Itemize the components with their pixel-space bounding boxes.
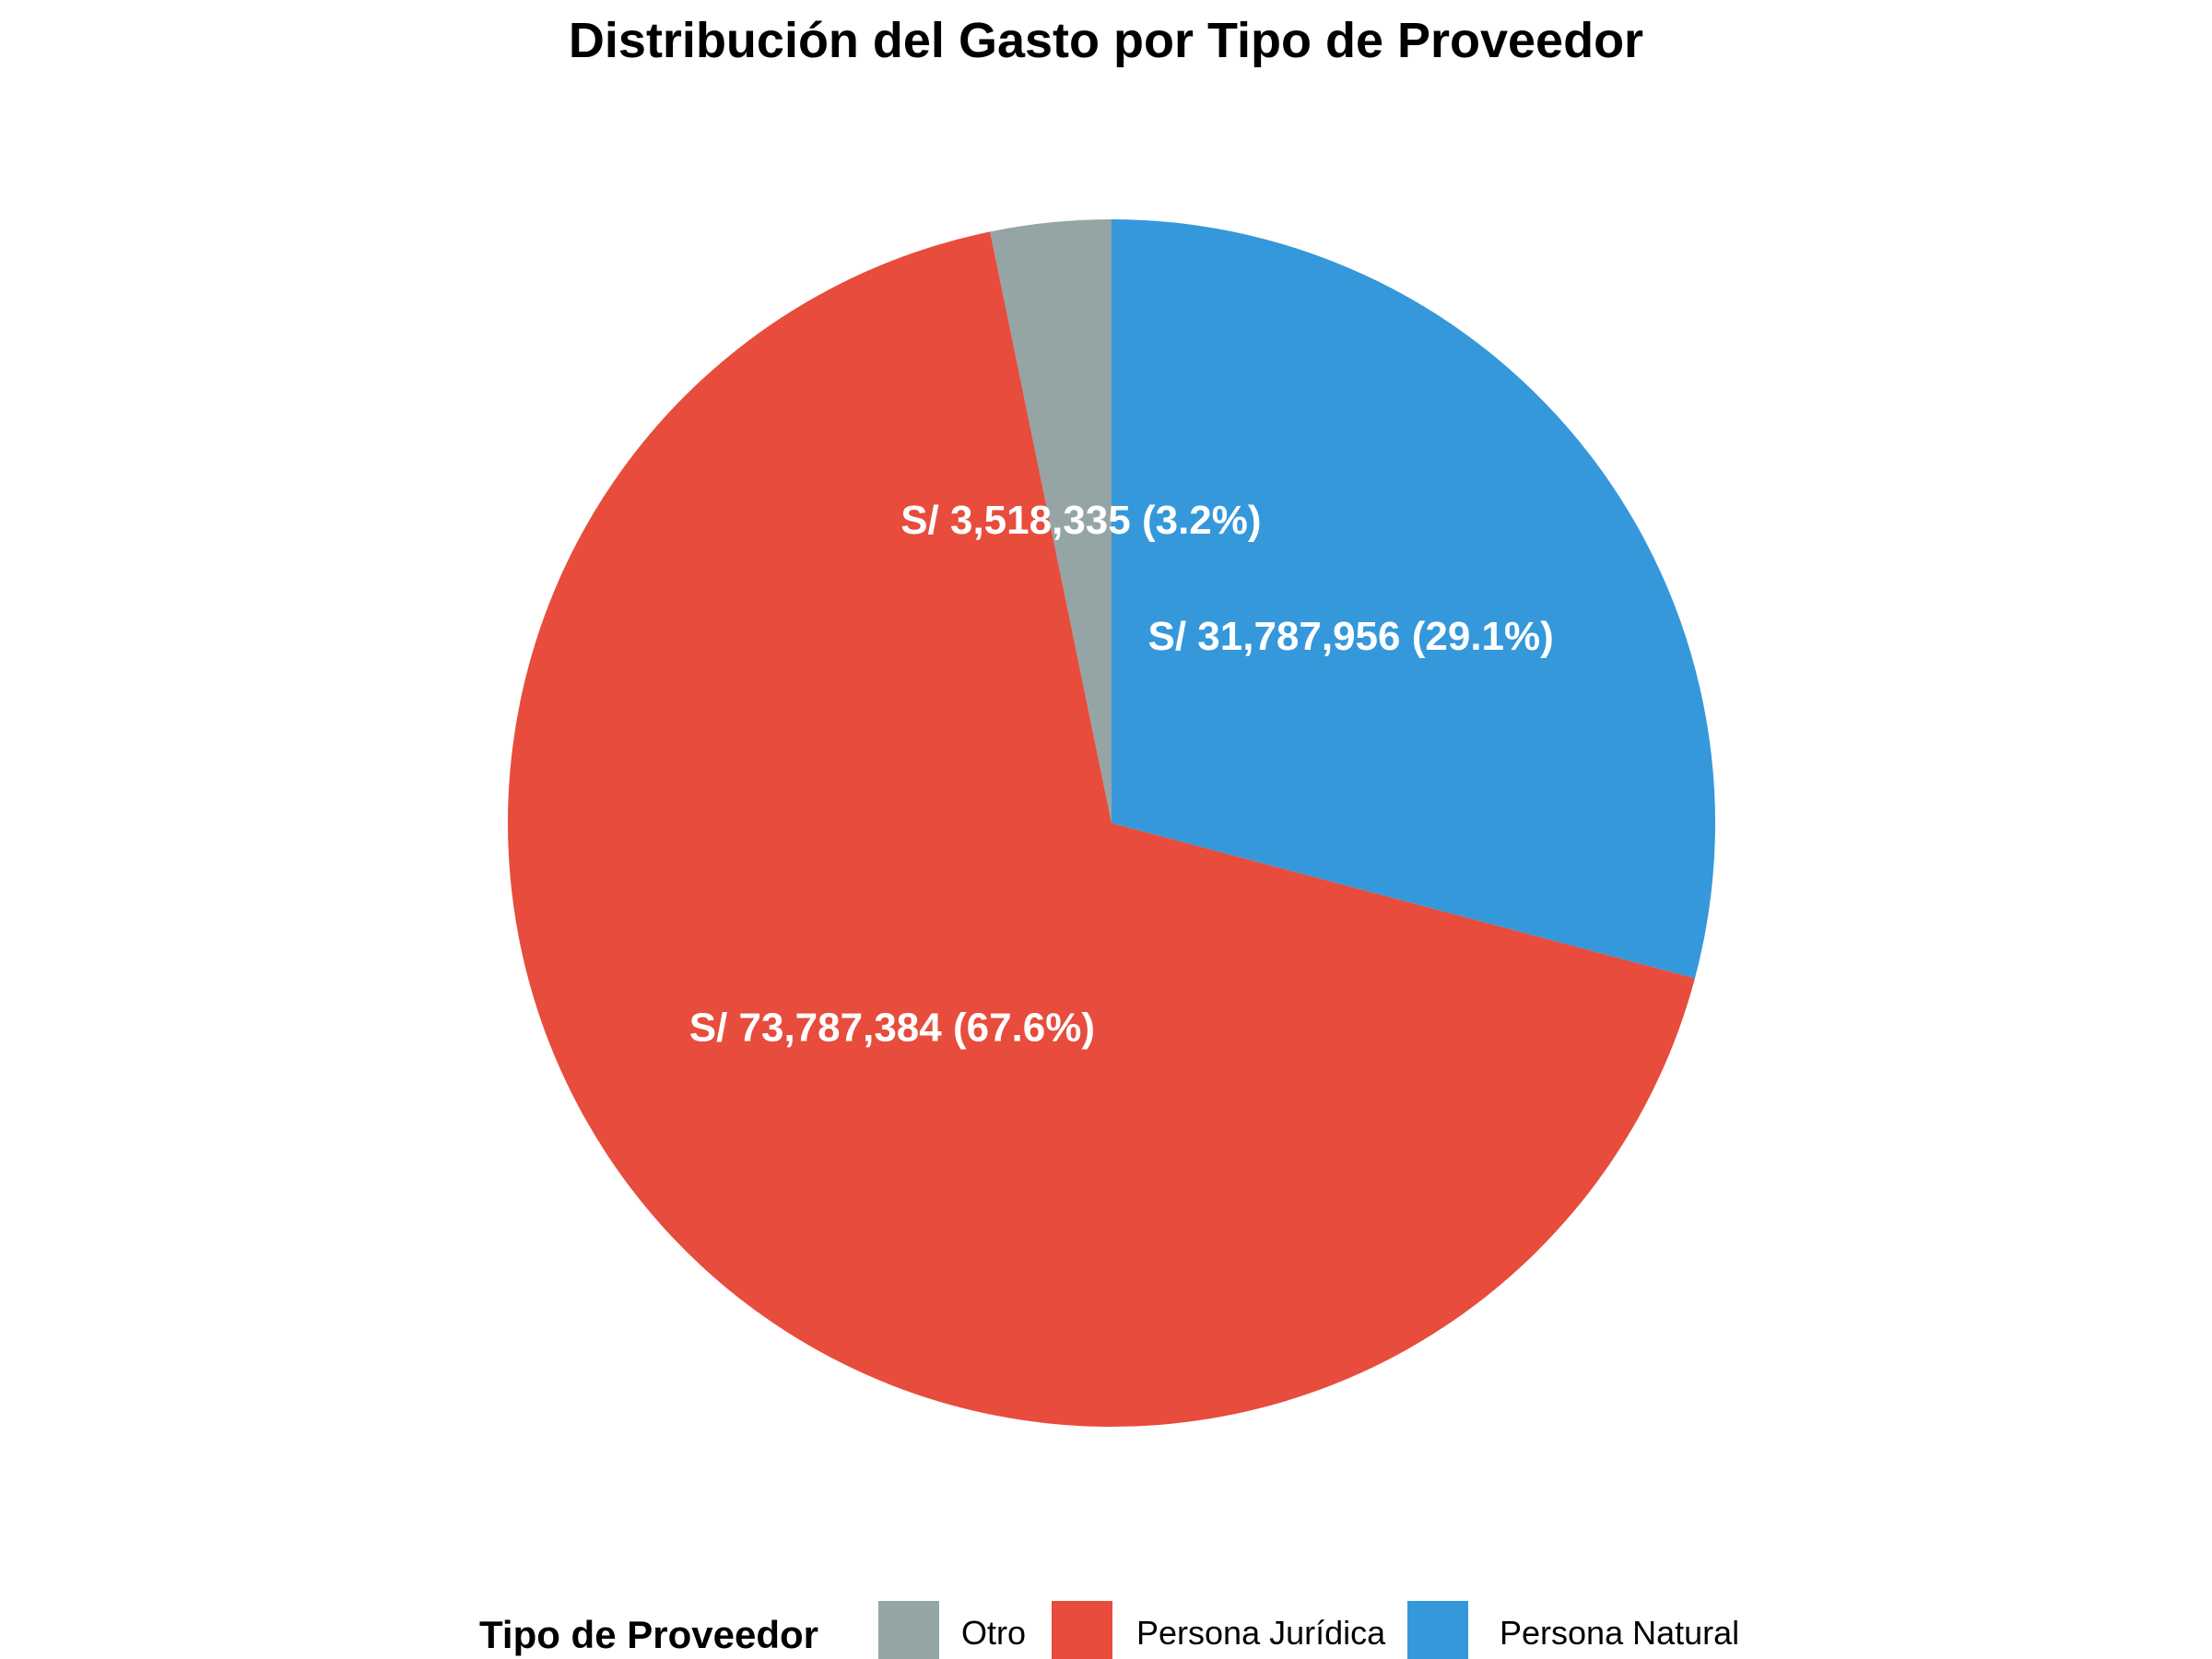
slice-labels: S/ 3,518,335 (3.2%) S/ 73,787,384 (67.6%)… — [689, 498, 1554, 1051]
pie-slice-otro — [990, 219, 1112, 823]
legend: Tipo de Proveedor Otro Persona Jurídica Pe… — [479, 1601, 1739, 1659]
legend-title: Tipo de Proveedor — [479, 1613, 818, 1656]
slice-label-persona-juridica: S/ 73,787,384 (67.6%) — [689, 1005, 1095, 1050]
legend-key-persona-natural — [1407, 1601, 1468, 1659]
chart-title: Distribución del Gasto por Tipo de Prove… — [569, 13, 1643, 68]
legend-key-persona-juridica — [1052, 1601, 1112, 1659]
pie-slices — [508, 219, 1715, 1427]
legend-label-persona-juridica: Persona Jurídica — [1136, 1614, 1386, 1652]
legend-label-otro: Otro — [961, 1614, 1026, 1652]
pie-slice-persona-juridica — [508, 231, 1695, 1427]
legend-label-persona-natural: Persona Natural — [1500, 1614, 1739, 1652]
pie-slice-persona-natural — [1112, 219, 1715, 979]
slice-label-otro: S/ 3,518,335 (3.2%) — [900, 498, 1261, 543]
slice-label-persona-natural: S/ 31,787,956 (29.1%) — [1147, 614, 1553, 659]
legend-key-otro — [878, 1601, 939, 1659]
